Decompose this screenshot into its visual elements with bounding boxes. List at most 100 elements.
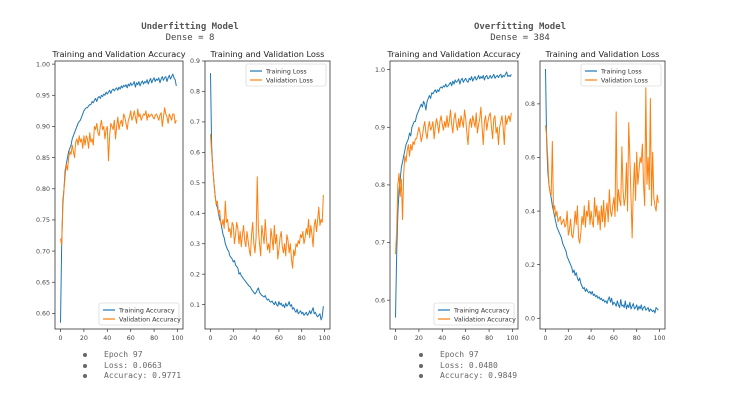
x-tick-label: 20 [80,335,88,342]
plot-frame [539,60,666,330]
legend: Training Accuracy Validation Accuracy [98,302,181,326]
y-tick-label: 1.0 [375,67,385,74]
x-tick-label: 80 [633,335,641,342]
note-item: Loss: 0.0480 [419,361,517,372]
legend-box [580,63,662,87]
y-tick-label: 0.2 [190,271,200,278]
note-item: Accuracy: 0.9849 [419,371,517,382]
y-tick-label: 0.9 [375,124,385,131]
chart-0: Training and Validation Accuracy 0 20 40 60 8… [36,49,186,342]
y-tick-label: 0.60 [36,311,50,318]
legend-label: Training Loss [600,68,642,75]
x-tick-label: 60 [610,335,618,342]
x-tick-label: 100 [318,335,330,342]
x-tick-label: 0 [543,335,547,342]
chart-2: Training and Validation Accuracy 0 20 40 60 8… [375,49,521,342]
series-line-validation-accuracy [60,107,177,246]
bullet-icon [419,353,423,358]
overfitting-notes: Epoch 97 Loss: 0.0480 Accuracy: 0.9849 [419,350,517,382]
x-tick-label: 60 [275,335,283,342]
legend-box [245,63,327,87]
y-tick-label: 0.1 [190,302,200,309]
bullet-icon [419,374,423,379]
bullet-icon [83,353,87,358]
chart-title: Training and Validation Accuracy [51,49,185,59]
legend-label: Validation Loss [601,77,648,84]
x-tick-label: 100 [506,335,518,342]
chart-1: Training and Validation Loss 0 20 40 60 80 100… [190,49,331,342]
series-line-validation-loss [210,134,324,269]
y-tick-label: 0.9 [190,58,200,65]
y-tick-label: 0.4 [525,208,535,215]
chart-title: Training and Validation Loss [210,49,325,59]
x-tick-label: 80 [150,335,158,342]
note-accuracy: Accuracy: 0.9849 [440,371,518,380]
y-tick-label: 0.8 [190,89,200,96]
y-tick-label: 0.8 [375,182,385,189]
y-tick-label: 0.2 [525,262,535,269]
legend-box [98,302,180,326]
x-tick-label: 40 [587,335,595,342]
series-line-training-loss [210,73,324,321]
y-tick-label: 0.65 [36,279,50,286]
note-loss: Loss: 0.0663 [104,360,162,370]
series-line-training-accuracy [60,73,177,323]
y-tick-label: 0.7 [190,119,200,126]
underfitting-notes: Epoch 97 Loss: 0.0663 Accuracy: 0.9771 [83,350,181,382]
y-tick-label: 0.80 [36,186,50,193]
legend-box [433,302,515,326]
note-item: Loss: 0.0663 [83,361,181,372]
suptitle-title: Overfitting Model [473,22,567,32]
legend-label: Training Accuracy [118,307,175,314]
legend-label: Validation Accuracy [454,316,516,323]
suptitle-title: Underfitting Model [141,22,239,32]
legend-label: Training Accuracy [453,307,510,314]
y-tick-label: 0.6 [375,297,385,304]
note-epoch: Epoch 97 [440,350,479,359]
x-tick-label: 100 [653,335,665,342]
series-line-validation-loss [545,87,659,244]
x-tick-label: 40 [252,335,260,342]
y-tick-label: 0.85 [36,155,50,162]
y-tick-label: 0.6 [525,155,535,162]
y-tick-label: 0.3 [190,241,200,248]
chart-title: Training and Validation Loss [545,49,660,59]
suptitle-subtitle: Dense = 8 [165,33,215,43]
overfitting-suptitle: Overfitting Model Dense = 384 [420,22,620,44]
y-tick-label: 0.0 [525,315,535,322]
x-tick-label: 0 [58,335,62,342]
plot-frame [54,60,184,330]
x-tick-label: 100 [171,335,183,342]
x-tick-label: 40 [438,335,446,342]
series-line-training-accuracy [395,71,512,318]
plot-frame [204,60,331,330]
y-tick-label: 0.8 [525,101,535,108]
y-tick-label: 0.95 [36,92,50,99]
legend: Training Accuracy Validation Accuracy [433,302,516,326]
y-tick-label: 0.90 [36,124,50,131]
x-tick-label: 60 [462,335,470,342]
legend-label: Training Loss [265,68,307,75]
y-tick-label: 0.7 [375,240,385,247]
legend: Training Loss Validation Loss [580,63,662,87]
chart-title: Training and Validation Accuracy [386,49,520,59]
x-tick-label: 60 [127,335,135,342]
x-tick-label: 80 [298,335,306,342]
note-item: Epoch 97 [419,350,517,361]
y-tick-label: 0.6 [190,150,200,157]
series-line-validation-accuracy [395,106,512,255]
x-tick-label: 20 [415,335,423,342]
x-tick-label: 20 [564,335,572,342]
chart-3: Training and Validation Loss 0 20 40 60 80 100… [525,49,666,342]
x-tick-label: 0 [208,335,212,342]
legend-label: Validation Accuracy [119,316,181,323]
y-tick-label: 0.70 [36,248,50,255]
note-item: Accuracy: 0.9771 [83,371,181,382]
plot-frame [389,60,519,330]
y-tick-label: 0.5 [190,180,200,187]
y-tick-label: 0.75 [36,217,50,224]
note-item: Epoch 97 [83,350,181,361]
y-tick-label: 0.4 [190,210,200,217]
bullet-icon [83,363,87,368]
note-epoch: Epoch 97 [104,350,143,359]
